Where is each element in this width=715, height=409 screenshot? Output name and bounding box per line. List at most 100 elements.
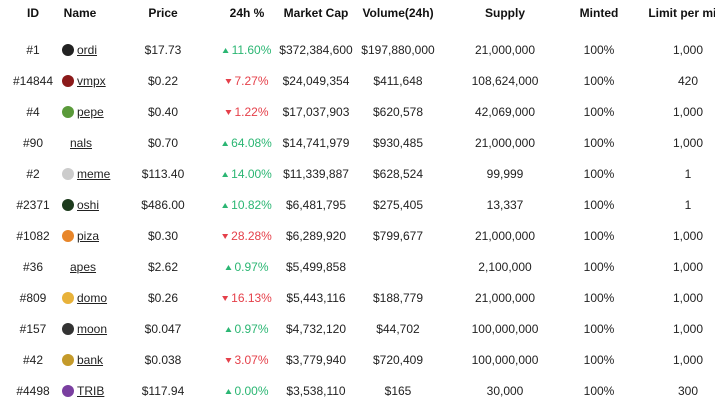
token-name[interactable]: apes [70, 260, 96, 274]
market-cap: $14,741,979 [282, 136, 350, 150]
limit: 1,000 [672, 136, 704, 150]
column-header: ID [27, 6, 39, 20]
id: #2371 [16, 198, 50, 212]
change-value: 28.28% [231, 229, 272, 243]
column-header: Price [148, 6, 178, 20]
change: 16.13% [222, 291, 272, 305]
token-link[interactable]: bank [77, 353, 104, 367]
volume: $799,677 [372, 229, 424, 243]
token-name[interactable]: nals [70, 136, 92, 150]
volume: $628,524 [372, 167, 424, 181]
change: 0.97% [225, 322, 269, 336]
price: $17.73 [144, 43, 182, 57]
token-name[interactable]: bank [62, 353, 103, 367]
minted: 100% [583, 105, 615, 119]
minted: 100% [583, 74, 615, 88]
trend-arrow [225, 264, 232, 270]
token-name[interactable]: moon [62, 322, 107, 336]
trend-arrow [222, 171, 229, 177]
trend-arrow [225, 326, 232, 332]
market-cap: $4,732,120 [285, 322, 347, 336]
token-link[interactable]: apes [70, 260, 97, 274]
market-cap: $5,499,858 [285, 260, 347, 274]
token-name[interactable]: pepe [62, 105, 104, 119]
token-icon [62, 385, 74, 397]
trend-arrow [222, 295, 229, 301]
price: $113.40 [141, 167, 185, 181]
trend-arrow [222, 140, 229, 146]
id: #90 [22, 136, 44, 150]
change-value: 1.22% [234, 105, 269, 119]
token-link[interactable]: pepe [77, 105, 104, 119]
minted: 100% [583, 260, 615, 274]
token-name[interactable]: meme [62, 167, 110, 181]
token-icon [62, 44, 74, 56]
change: 3.07% [225, 353, 269, 367]
limit: 1,000 [672, 353, 704, 367]
price: $0.038 [144, 353, 182, 367]
token-name[interactable]: oshi [62, 198, 99, 212]
token-link[interactable]: domo [77, 291, 108, 305]
column-header: Limit per mint [648, 6, 715, 20]
token-link[interactable]: meme [77, 167, 111, 181]
volume: $275,405 [372, 198, 424, 212]
token-link[interactable]: vmpx [77, 74, 106, 88]
id: #42 [22, 353, 44, 367]
id: #1 [26, 43, 40, 57]
volume: $411,648 [373, 74, 423, 88]
id: #36 [22, 260, 44, 274]
trend-arrow [225, 109, 232, 115]
change: 11.60% [222, 43, 271, 57]
minted: 100% [583, 291, 615, 305]
id: #157 [19, 322, 47, 336]
price: $0.30 [147, 229, 179, 243]
token-icon [62, 75, 74, 87]
token-link[interactable]: moon [77, 322, 108, 336]
minted: 100% [583, 229, 615, 243]
limit: 420 [677, 74, 699, 88]
minted: 100% [583, 43, 615, 57]
price: $2.62 [147, 260, 179, 274]
trend-arrow [222, 202, 229, 208]
token-icon [62, 168, 74, 180]
column-header: Volume(24h) [362, 6, 434, 20]
column-header: 24h % [229, 6, 265, 20]
token-link[interactable]: nals [70, 136, 93, 150]
minted: 100% [583, 384, 615, 398]
supply: 100,000,000 [471, 322, 539, 336]
limit: 1,000 [672, 291, 704, 305]
id: #2 [26, 167, 40, 181]
change: 0.97% [225, 260, 269, 274]
change-value: 0.97% [234, 322, 269, 336]
token-name[interactable]: domo [62, 291, 107, 305]
volume: $44,702 [376, 322, 420, 336]
trend-arrow [222, 233, 229, 239]
supply: 30,000 [486, 384, 524, 398]
token-link[interactable]: piza [77, 229, 100, 243]
token-link[interactable]: ordi [77, 43, 98, 57]
volume: $930,485 [372, 136, 424, 150]
token-name[interactable]: TRIB [62, 384, 104, 398]
change: 1.22% [225, 105, 269, 119]
volume: $188,779 [372, 291, 424, 305]
trend-arrow [225, 357, 232, 363]
id: #14844 [12, 74, 54, 88]
token-name[interactable]: piza [62, 229, 99, 243]
change-value: 16.13% [231, 291, 272, 305]
change-value: 7.27% [234, 74, 269, 88]
market-cap: $3,538,110 [286, 384, 346, 398]
token-icon [62, 323, 74, 335]
column-header: Market Cap [283, 6, 349, 20]
trend-arrow [225, 78, 232, 84]
market-cap: $11,339,887 [283, 167, 349, 181]
column-header: Minted [579, 6, 619, 20]
token-link[interactable]: TRIB [77, 384, 105, 398]
minted: 100% [583, 198, 615, 212]
market-cap: $6,289,920 [285, 229, 347, 243]
id: #4 [26, 105, 40, 119]
token-name[interactable]: vmpx [62, 74, 106, 88]
token-name[interactable]: ordi [62, 43, 97, 57]
change: 28.28% [222, 229, 272, 243]
token-link[interactable]: oshi [77, 198, 100, 212]
